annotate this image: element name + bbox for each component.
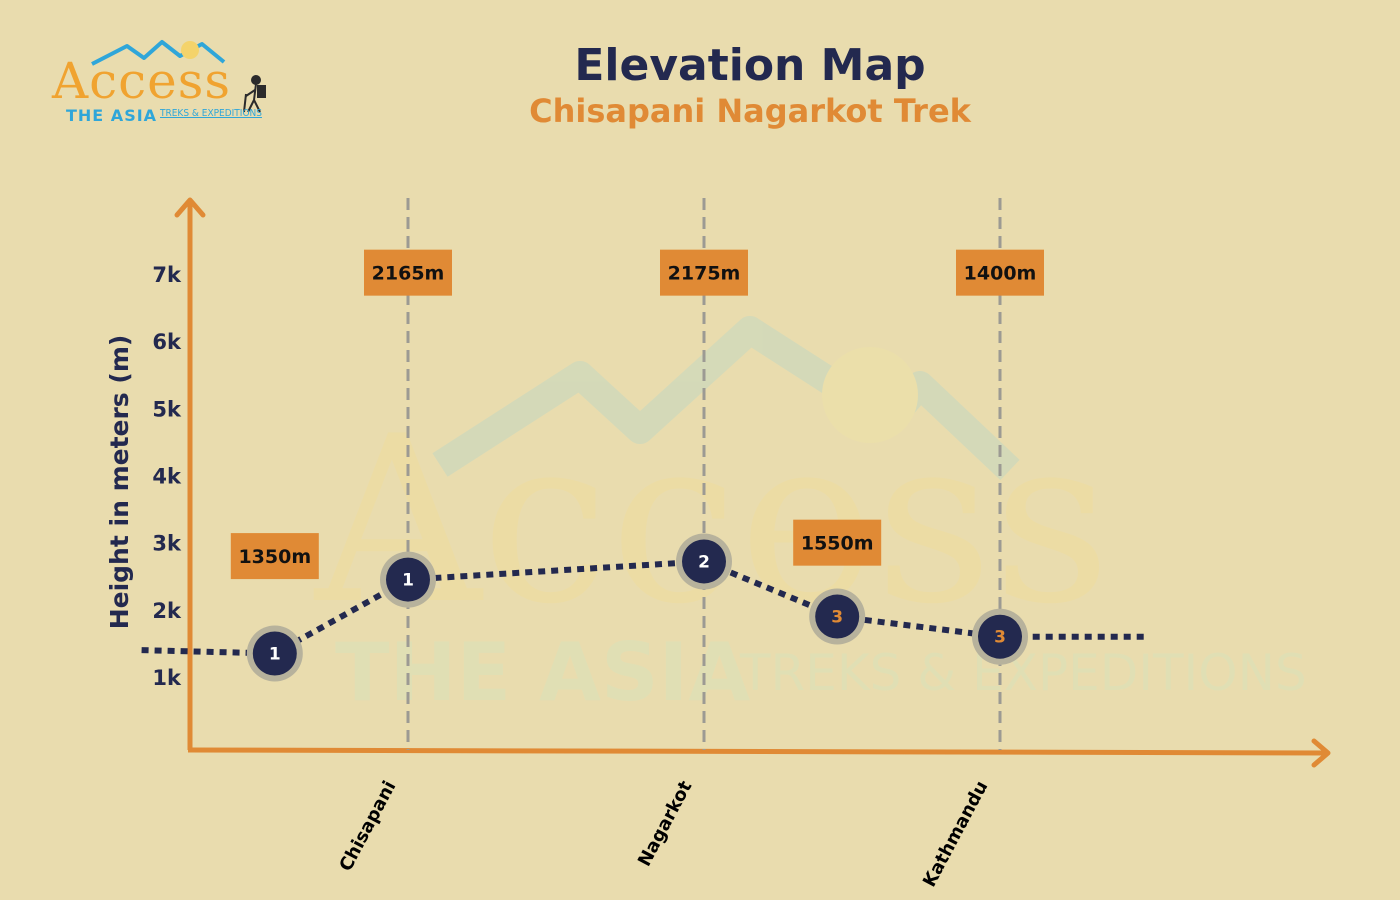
y-tick-label: 2k [152,599,182,623]
y-tick-label: 5k [152,397,182,421]
elevation-marker: 2 [676,533,732,590]
x-category-label: Chisapani [335,777,400,874]
marker-number: 1 [402,571,414,591]
elevation-value-text: 1350m [238,546,311,568]
y-tick-label: 6k [152,330,182,354]
x-category-labels: Chisapani Nagarkot Kathmandu [335,777,992,890]
elevation-markers: 1 1 2 3 3 [246,533,1028,682]
logo-wordmark: Access [52,52,232,110]
y-tick-label: 1k [152,666,182,690]
x-category-label: Nagarkot [634,777,697,870]
elevation-value-label: 1350m [230,533,319,580]
hiker-icon [243,75,266,113]
mountain-icon [91,40,266,113]
elevation-value-label: 2165m [364,249,452,296]
elevation-value-text: 1550m [801,533,874,555]
x-axis-arrow [1311,738,1331,768]
y-tick-label: 3k [152,532,182,556]
x-category-label: Kathmandu [919,777,992,890]
brand-logo: Access THE ASIA TREKS & EXPEDITIONS [52,36,272,128]
y-tick-label: 7k [152,263,182,287]
svg-text:Access: Access [313,388,1111,655]
elevation-value-label: 1400m [956,249,1044,296]
marker-number: 1 [269,644,281,664]
svg-text:TREKS & EXPEDITIONS: TREKS & EXPEDITIONS [739,644,1307,702]
logo-tagline: TREKS & EXPEDITIONS [160,108,262,119]
watermark-logo: Access THE ASIA TREKS & EXPEDITIONS [313,316,1307,719]
elevation-marker: 3 [809,588,866,645]
svg-text:THE ASIA: THE ASIA [335,626,750,719]
x-axis [187,747,1327,756]
elevation-marker: 1 [246,625,303,682]
elevation-value-text: 2165m [372,263,445,285]
elevation-value-label: 2175m [660,249,748,296]
elevation-value-text: 2175m [668,263,741,285]
y-axis-arrow [174,197,206,218]
marker-number: 3 [994,628,1006,648]
page-title: Elevation Map [574,40,926,91]
y-tick-labels: 1k 2k 3k 4k 5k 6k 7k [152,263,182,690]
axes [174,197,1331,768]
page-subtitle: Chisapani Nagarkot Trek [529,92,971,130]
elevation-value-text: 1400m [964,263,1037,285]
y-axis-label: Height in meters (m) [105,335,134,630]
elevation-labels: 1350m 2165m 2175m 1550m 1400m [230,249,1044,580]
logo-subtitle: THE ASIA [66,106,158,125]
marker-number: 3 [831,608,843,628]
elevation-value-label: 1550m [793,519,882,566]
marker-number: 2 [698,552,710,572]
elevation-marker: 3 [972,608,1028,665]
elevation-marker: 1 [380,551,436,608]
y-tick-label: 4k [152,465,182,489]
